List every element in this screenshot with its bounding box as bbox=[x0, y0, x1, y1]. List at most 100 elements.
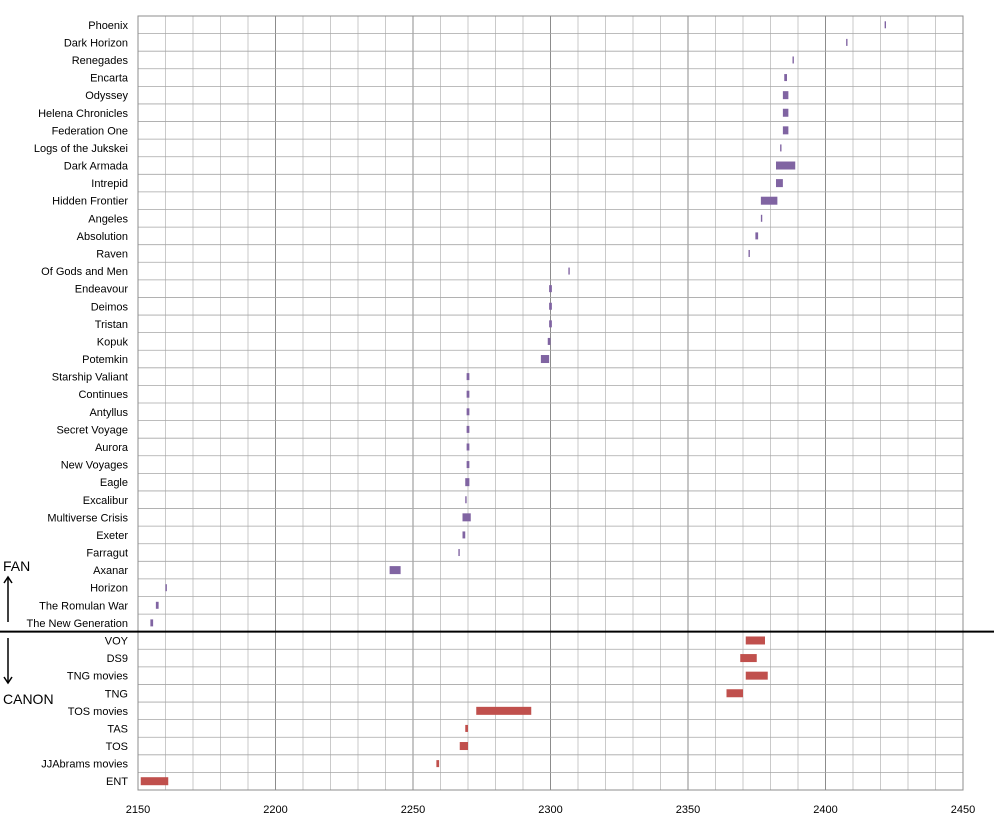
bar-multiverse-crisis bbox=[462, 513, 471, 522]
bar-tng-movies bbox=[745, 671, 768, 680]
category-label: TAS bbox=[107, 723, 128, 735]
bar-axanar bbox=[389, 566, 401, 575]
bar-eagle bbox=[465, 478, 470, 487]
bar-dark-armada bbox=[776, 161, 796, 170]
category-label: Absolution bbox=[77, 231, 128, 243]
category-label: JJAbrams movies bbox=[41, 759, 128, 771]
category-label: VOY bbox=[105, 635, 129, 647]
bar-farragut bbox=[458, 549, 460, 557]
x-tick-label: 2300 bbox=[538, 804, 562, 816]
bar-voy bbox=[745, 636, 765, 645]
category-label: Dark Armada bbox=[64, 161, 129, 173]
bar-jjabrams-movies bbox=[436, 760, 440, 768]
category-label: Odyssey bbox=[85, 90, 128, 102]
bar-new-voyages bbox=[466, 461, 470, 469]
down-arrow-icon bbox=[3, 638, 13, 685]
bar-excalibur bbox=[465, 496, 467, 504]
category-label: Endeavour bbox=[75, 284, 129, 296]
category-label: Excalibur bbox=[83, 495, 129, 507]
bar-renegades bbox=[792, 56, 794, 64]
category-label: Dark Horizon bbox=[64, 37, 128, 49]
bar-potemkin bbox=[540, 355, 550, 364]
category-label: TNG bbox=[105, 688, 128, 700]
x-tick-label: 2450 bbox=[951, 804, 975, 816]
bar-deimos bbox=[549, 302, 552, 310]
category-label: Horizon bbox=[90, 583, 128, 595]
bar-ds9 bbox=[740, 654, 757, 663]
category-label: Secret Voyage bbox=[56, 424, 128, 436]
category-label: Deimos bbox=[91, 301, 129, 313]
category-label: Raven bbox=[96, 248, 128, 260]
bar-horizon bbox=[165, 584, 167, 592]
category-label: The Romulan War bbox=[39, 600, 128, 612]
category-label: Continues bbox=[78, 389, 128, 401]
category-label: Axanar bbox=[93, 565, 128, 577]
bar-helena-chronicles bbox=[782, 108, 789, 117]
category-label: Aurora bbox=[95, 442, 129, 454]
bar-federation-one bbox=[782, 126, 789, 135]
bar-of-gods-and-men bbox=[568, 267, 570, 275]
bar-secret-voyage bbox=[466, 425, 470, 433]
bar-starship-valiant bbox=[466, 373, 470, 381]
x-tick-label: 2250 bbox=[401, 804, 425, 816]
bars bbox=[140, 21, 886, 786]
category-labels: Phoenix Dark Horizon Renegades Encarta Odyss… bbox=[27, 20, 129, 788]
bar-continues bbox=[466, 390, 470, 398]
bar-antyllus bbox=[466, 408, 470, 416]
fan-label: FAN bbox=[3, 558, 30, 574]
bar-tas bbox=[465, 724, 468, 732]
category-label: Eagle bbox=[100, 477, 128, 489]
category-label: Antyllus bbox=[89, 407, 128, 419]
category-label: Tristan bbox=[95, 319, 128, 331]
category-label: TNG movies bbox=[67, 671, 129, 683]
bar-encarta bbox=[784, 74, 787, 82]
bar-logs-of-the-jukskei bbox=[780, 144, 782, 152]
category-label: Federation One bbox=[52, 125, 128, 137]
category-label: New Voyages bbox=[61, 460, 129, 472]
category-label: Of Gods and Men bbox=[41, 266, 128, 278]
bar-raven bbox=[748, 249, 750, 257]
bar-tng bbox=[726, 689, 743, 698]
bar-kopuk bbox=[547, 337, 551, 345]
grid-lines bbox=[137, 15, 964, 791]
bar-the-new-generation bbox=[150, 619, 154, 627]
category-label: Renegades bbox=[72, 55, 129, 67]
bar-tos bbox=[459, 742, 468, 751]
bar-aurora bbox=[466, 443, 470, 451]
x-tick-labels: 2150 2200 2250 2300 2350 2400 2450 bbox=[126, 804, 975, 816]
bar-tristan bbox=[549, 320, 552, 328]
bar-odyssey bbox=[782, 91, 789, 100]
category-label: Encarta bbox=[90, 73, 129, 85]
category-label: ENT bbox=[106, 776, 128, 788]
category-label: TOS movies bbox=[68, 706, 129, 718]
category-label: Kopuk bbox=[97, 336, 129, 348]
x-tick-label: 2200 bbox=[263, 804, 287, 816]
category-label: Potemkin bbox=[82, 354, 128, 366]
bar-absolution bbox=[755, 232, 759, 240]
category-label: Logs of the Jukskei bbox=[34, 143, 128, 155]
category-label: Angeles bbox=[88, 213, 128, 225]
category-label: Phoenix bbox=[88, 20, 128, 32]
bar-tos-movies bbox=[476, 706, 532, 715]
category-label: TOS bbox=[106, 741, 128, 753]
bar-ent bbox=[140, 777, 169, 786]
category-label: Farragut bbox=[86, 548, 128, 560]
bar-exeter bbox=[462, 531, 466, 539]
x-tick-label: 2150 bbox=[126, 804, 150, 816]
category-label: Multiverse Crisis bbox=[47, 512, 128, 524]
bar-phoenix bbox=[884, 21, 886, 29]
category-label: Hidden Frontier bbox=[52, 196, 128, 208]
bar-hidden-frontier bbox=[760, 196, 778, 205]
x-tick-label: 2400 bbox=[813, 804, 837, 816]
bar-dark-horizon bbox=[846, 38, 848, 46]
canon-label: CANON bbox=[3, 691, 54, 707]
side-labels: FAN CANON bbox=[3, 558, 54, 707]
bar-the-romulan-war bbox=[155, 601, 159, 609]
category-label: Starship Valiant bbox=[52, 372, 128, 384]
category-label: Exeter bbox=[96, 530, 128, 542]
bar-intrepid bbox=[776, 179, 783, 188]
plot-border bbox=[137, 15, 964, 791]
category-label: Helena Chronicles bbox=[38, 108, 128, 120]
category-label: DS9 bbox=[107, 653, 128, 665]
